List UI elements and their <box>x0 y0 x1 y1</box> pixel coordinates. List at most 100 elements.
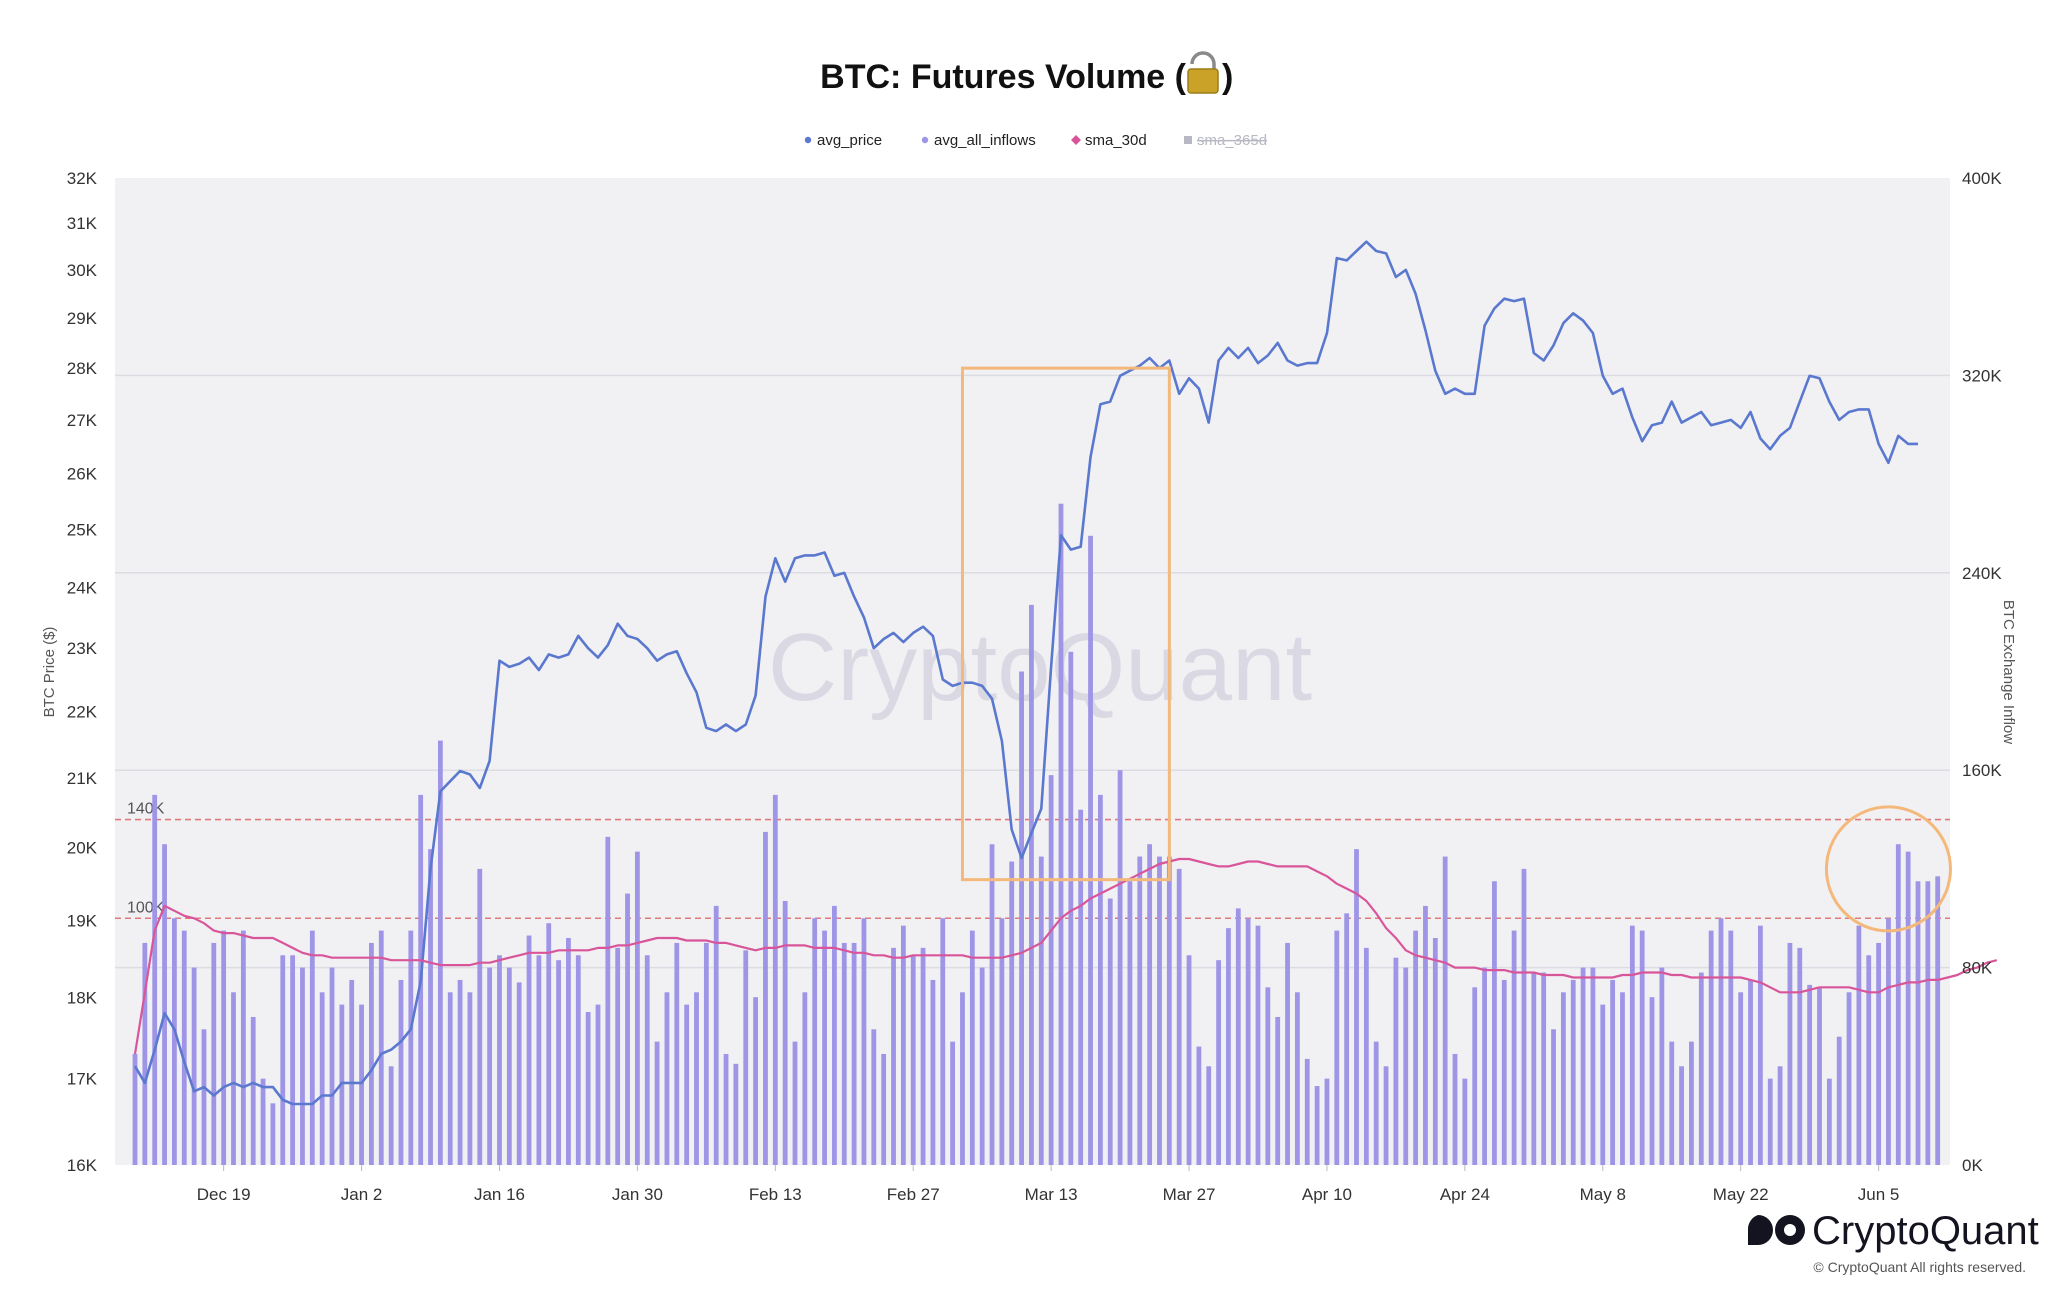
inflow-bar <box>753 997 759 1165</box>
inflow-bar <box>566 937 571 1165</box>
inflow-bar <box>989 844 995 1165</box>
inflow-bar <box>536 955 542 1165</box>
legend-item-avg-all-inflows[interactable]: avg_all_inflows <box>921 132 1036 149</box>
highlight-circle <box>1824 805 1952 933</box>
y-left-tick-label: 23K <box>67 639 98 658</box>
inflow-bar <box>1876 942 1881 1165</box>
inflow-bar <box>1058 503 1064 1166</box>
y-left-tick-label: 18K <box>67 988 98 1007</box>
y-left-tick-label: 16K <box>67 1156 98 1175</box>
inflow-bar <box>1492 881 1497 1165</box>
highlight-annotations <box>960 366 1952 933</box>
inflow-bar <box>1334 930 1340 1165</box>
inflow-bar <box>408 930 414 1165</box>
inflow-bar <box>1009 861 1015 1165</box>
inflow-bar <box>162 844 167 1165</box>
x-tick-label: Apr 24 <box>1440 1185 1490 1204</box>
inflow-bar <box>654 1041 660 1165</box>
y-left-tick-label: 27K <box>67 411 98 430</box>
y-right-tick-label: 320K <box>1962 366 2002 385</box>
inflow-bar <box>1048 775 1054 1165</box>
inflow-bar <box>1354 849 1359 1165</box>
inflow-bar <box>575 955 581 1165</box>
y-left-tick-label: 24K <box>67 579 98 598</box>
brand-logo: CryptoQuant <box>1747 1209 2039 1253</box>
inflow-bar <box>1137 856 1143 1165</box>
inflow-bar <box>172 918 177 1165</box>
x-tick-label: Feb 13 <box>749 1185 802 1204</box>
chart-title-suffix: ) <box>1222 58 1233 96</box>
inflow-bar <box>1423 905 1428 1165</box>
inflow-bar <box>1432 937 1438 1165</box>
inflow-bar <box>920 947 926 1165</box>
inflow-bar <box>1639 930 1645 1165</box>
inflow-bar <box>1275 1016 1281 1165</box>
y-right-tick-label: 240K <box>1962 564 2002 583</box>
inflow-bar <box>1689 1041 1694 1165</box>
inflow-bar <box>1570 979 1576 1165</box>
inflow-bar <box>1176 868 1182 1165</box>
inflow-bar <box>585 1012 591 1165</box>
x-tick-label: Jan 16 <box>474 1185 525 1204</box>
inflow-bar <box>782 900 788 1165</box>
inflow-bar <box>1698 972 1704 1165</box>
inflow-bar <box>1836 1036 1842 1165</box>
inflow-bar <box>1029 604 1034 1165</box>
inflow-bar <box>1925 881 1931 1165</box>
inflow-bar <box>763 831 768 1165</box>
inflow-bar <box>1886 918 1891 1165</box>
inflow-bar <box>1541 972 1547 1165</box>
legend-marker <box>804 136 812 144</box>
inflow-bar <box>1846 992 1852 1165</box>
y-left-tick-label: 30K <box>67 261 98 280</box>
y-left-tick-label: 21K <box>67 769 98 788</box>
inflow-bar <box>467 992 473 1165</box>
inflow-bar <box>772 794 778 1165</box>
inflow-bar <box>832 905 837 1165</box>
y-left-tick-label: 28K <box>67 359 98 378</box>
inflow-bar <box>1679 1066 1684 1165</box>
inflow-bar <box>950 1041 956 1165</box>
inflow-bar <box>1866 955 1872 1165</box>
inflow-bar <box>1610 979 1616 1165</box>
inflow-bar <box>871 1029 877 1165</box>
legend-item-avg-price[interactable]: avg_price <box>804 132 882 149</box>
inflow-bar <box>625 893 630 1165</box>
inflow-bar <box>1649 997 1655 1165</box>
legend-item-sma-30d[interactable]: sma_30d <box>1071 132 1147 149</box>
chart-title: BTC: Futures Volume () <box>820 51 1233 96</box>
y-left-tick-label: 22K <box>67 703 98 722</box>
inflow-bar <box>1265 987 1271 1165</box>
inflow-bar <box>487 967 493 1165</box>
x-tick-label: Jun 5 <box>1858 1185 1900 1204</box>
x-tick-label: Apr 10 <box>1302 1185 1352 1204</box>
inflow-bar <box>211 942 217 1165</box>
x-axis: Dec 19 Jan 2 Jan 16 Jan 30 Feb 13 Feb 27 Mar 1… <box>197 1165 1900 1204</box>
legend-label: avg_price <box>817 132 882 149</box>
inflow-bar <box>1294 992 1300 1165</box>
inflow-bar <box>231 992 236 1165</box>
y-right-tick-label: 400K <box>1962 169 2002 188</box>
inflow-bar <box>152 794 158 1165</box>
inflow-bar <box>733 1063 739 1165</box>
legend-marker <box>1071 135 1081 145</box>
inflow-bar <box>1797 947 1803 1165</box>
inflow-bar <box>1560 992 1566 1165</box>
inflow-bar <box>1403 967 1409 1165</box>
inflow-bar <box>1038 856 1044 1165</box>
y-axis-right: 0K 80K 160K 240K 320K 400K <box>1962 169 2002 1175</box>
legend-item-sma-365d[interactable]: sma_365d <box>1184 132 1267 149</box>
inflow-bar <box>634 851 640 1165</box>
inflow-bar <box>1304 1058 1310 1165</box>
inflow-bar <box>142 942 148 1165</box>
brand-name: CryptoQuant <box>1812 1209 2039 1253</box>
inflow-bar <box>1019 671 1024 1165</box>
inflow-bar <box>497 955 502 1165</box>
inflow-bar <box>1738 992 1744 1165</box>
chart-title-text: BTC: Futures Volume ( <box>820 58 1186 96</box>
legend-label: sma_365d <box>1197 132 1267 149</box>
inflow-bar <box>910 955 916 1165</box>
inflow-bar <box>546 923 552 1165</box>
inflow-bar <box>1255 925 1261 1165</box>
